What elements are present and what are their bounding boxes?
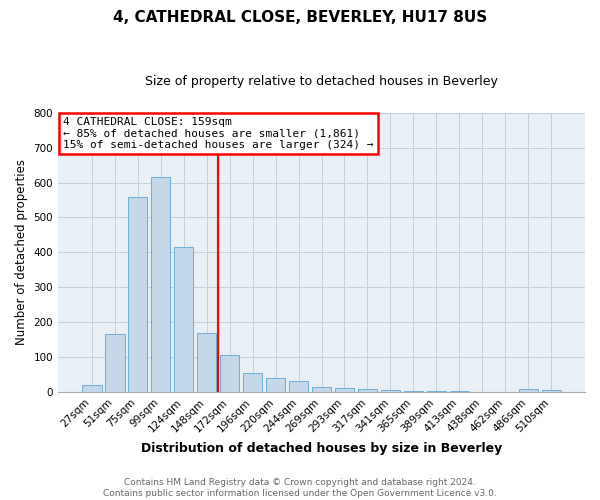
- Y-axis label: Number of detached properties: Number of detached properties: [15, 160, 28, 346]
- Bar: [335, 388, 354, 392]
- Bar: [404, 390, 423, 392]
- Bar: [197, 332, 217, 392]
- Bar: [312, 386, 331, 392]
- Bar: [289, 381, 308, 392]
- Text: 4 CATHEDRAL CLOSE: 159sqm
← 85% of detached houses are smaller (1,861)
15% of se: 4 CATHEDRAL CLOSE: 159sqm ← 85% of detac…: [64, 117, 374, 150]
- Bar: [105, 334, 125, 392]
- Bar: [220, 356, 239, 392]
- Bar: [82, 385, 101, 392]
- Bar: [128, 196, 148, 392]
- Text: 4, CATHEDRAL CLOSE, BEVERLEY, HU17 8US: 4, CATHEDRAL CLOSE, BEVERLEY, HU17 8US: [113, 10, 487, 25]
- Bar: [449, 391, 469, 392]
- Bar: [151, 178, 170, 392]
- Bar: [358, 389, 377, 392]
- Bar: [243, 373, 262, 392]
- Bar: [174, 247, 193, 392]
- Bar: [542, 390, 561, 392]
- Bar: [380, 390, 400, 392]
- Title: Size of property relative to detached houses in Beverley: Size of property relative to detached ho…: [145, 75, 498, 88]
- Bar: [427, 391, 446, 392]
- Bar: [518, 389, 538, 392]
- Bar: [266, 378, 286, 392]
- Text: Contains HM Land Registry data © Crown copyright and database right 2024.
Contai: Contains HM Land Registry data © Crown c…: [103, 478, 497, 498]
- X-axis label: Distribution of detached houses by size in Beverley: Distribution of detached houses by size …: [141, 442, 502, 455]
